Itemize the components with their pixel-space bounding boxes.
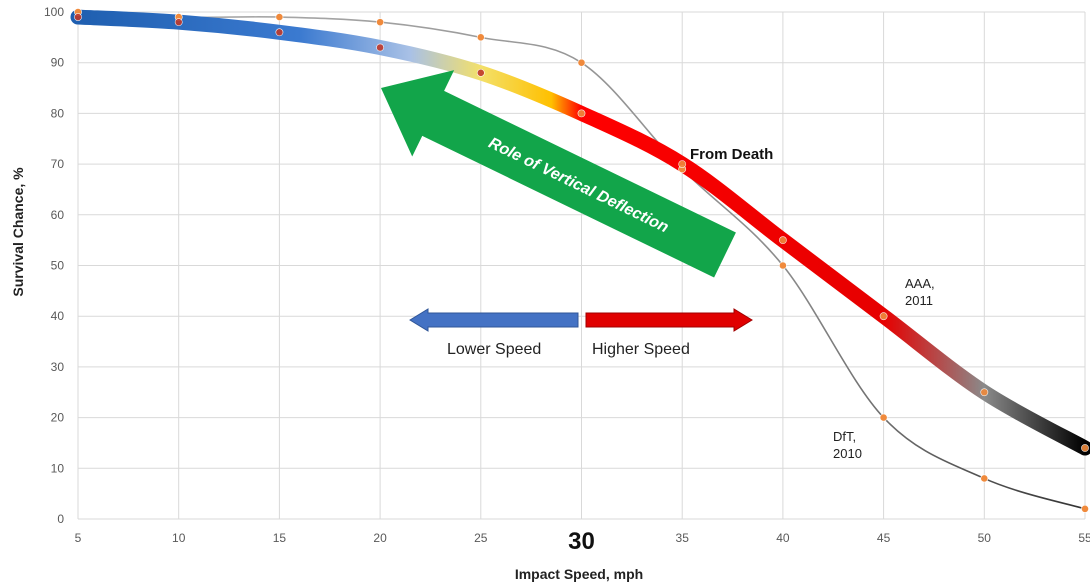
aaa-2011-band [70, 9, 1090, 456]
aaa-2011-point [376, 43, 384, 52]
x-tick-label: 50 [978, 531, 992, 545]
dft-2010-point [476, 33, 485, 42]
from-death-label: From Death [690, 146, 773, 163]
aaa-2011-point [879, 312, 888, 321]
aaa-2011-point [74, 13, 82, 21]
x-axis-title: Impact Speed, mph [515, 566, 643, 582]
aaa-2011-point [577, 109, 586, 118]
aaa-2011-point [174, 18, 183, 27]
dft-2010-point [577, 58, 586, 67]
x-tick-label: 20 [373, 531, 387, 545]
x-tick-label: 15 [273, 531, 287, 545]
higher-speed-label: Higher Speed [592, 341, 690, 358]
y-tick-label: 10 [51, 461, 65, 475]
dft-2010-point [980, 474, 989, 483]
y-tick-label: 40 [51, 309, 65, 323]
y-tick-label: 50 [51, 259, 65, 273]
vertical-deflection-arrow-shape [381, 70, 736, 278]
axis-layer: 0 10 20 30 40 50 60 70 80 90 100 5 10 15 20 25 30 35 40 45 5… [44, 5, 1090, 555]
higher-speed-arrow [585, 308, 753, 332]
x-tick-label: 10 [172, 531, 186, 545]
dft-2010-point [1081, 504, 1089, 513]
lower-speed-label: Lower Speed [447, 341, 541, 358]
aaa-2011-point [1081, 444, 1089, 452]
dft-2010-point [376, 18, 384, 27]
x-tick-label: 5 [75, 531, 82, 545]
series-layer [70, 8, 1090, 513]
y-tick-label: 60 [51, 208, 65, 222]
y-tick-label: 20 [51, 411, 65, 425]
y-tick-label: 70 [51, 157, 65, 171]
grid-layer [77, 11, 1086, 520]
x-tick-label-highlight: 30 [568, 528, 595, 555]
y-tick-label: 90 [51, 56, 65, 70]
aaa-label-line1: AAA, [905, 276, 935, 291]
x-tick-label: 40 [776, 531, 790, 545]
y-tick-label: 80 [51, 106, 65, 120]
aaa-label-line2: 2011 [905, 293, 933, 308]
lower-speed-arrow [409, 308, 579, 332]
aaa-2011-point [678, 160, 687, 168]
dft-2010-point [879, 413, 888, 422]
y-tick-label: 0 [57, 512, 64, 526]
dft-2010-point [275, 13, 284, 21]
dft-label-line1: DfT, [833, 429, 856, 444]
x-tick-label: 55 [1078, 531, 1090, 545]
annotation-layer: From Death AAA, 2011 DfT, 2010 Lower Spe… [10, 70, 935, 582]
dft-2010-point [779, 261, 787, 270]
y-tick-label: 100 [44, 5, 64, 19]
x-tick-label: 35 [676, 531, 690, 545]
x-tick-label: 25 [474, 531, 488, 545]
dft-label-line2: 2010 [833, 446, 862, 461]
y-tick-label: 30 [51, 360, 65, 374]
x-tick-label: 45 [877, 531, 891, 545]
aaa-2011-point [476, 68, 485, 77]
aaa-2011-point [980, 388, 989, 397]
aaa-2011-point [275, 28, 284, 37]
y-axis-title: Survival Chance, % [10, 167, 26, 297]
dft-2010-line [77, 11, 1086, 510]
aaa-2011-point [779, 236, 787, 245]
